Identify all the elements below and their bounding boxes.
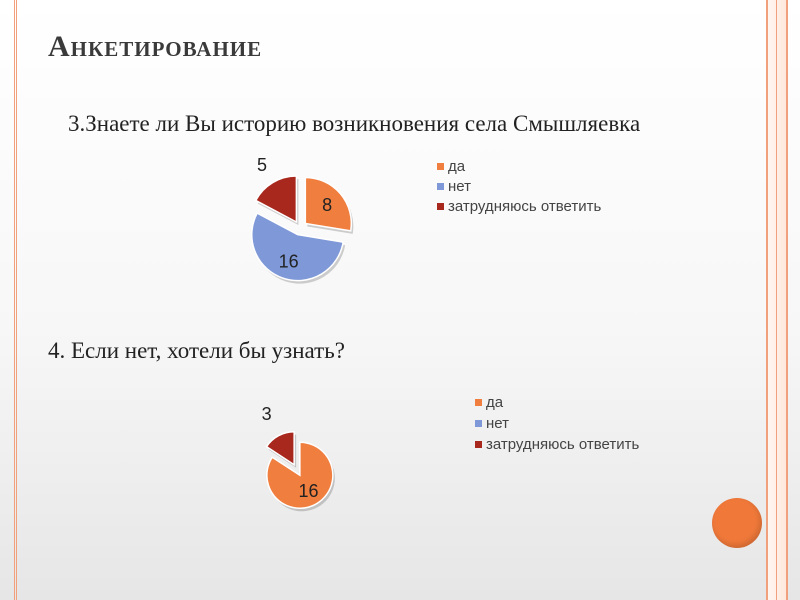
- pie2-legend-swatch-1: [475, 399, 482, 406]
- decorative-circle: [712, 498, 762, 548]
- pie2-data-label-1: 16: [298, 481, 318, 501]
- pie1-data-label-2: 16: [279, 252, 299, 272]
- question-3-title: 3.Знаете ли Вы историю возникновения сел…: [68, 111, 641, 136]
- pie1-data-label-1: 8: [322, 195, 332, 215]
- pie1-legend-swatch-1: [437, 163, 444, 170]
- pie1-slice-1: [304, 176, 353, 232]
- pie1-legend-swatch-2: [437, 183, 444, 190]
- pie2-legend-swatch-2: [475, 420, 482, 427]
- right-border: [766, 0, 788, 600]
- slide-title: Анкетирование: [48, 30, 263, 63]
- left-border: [14, 0, 17, 600]
- pie1-data-label-3: 5: [257, 155, 267, 175]
- pie1-legend-label-3: затрудняюсь ответить: [448, 198, 601, 215]
- pie2-data-label-3: 3: [262, 404, 272, 424]
- pie1-legend-label-2: нет: [448, 178, 471, 195]
- pie1-slice-3: [254, 175, 298, 224]
- pie2-legend-label-3: затрудняюсь ответить: [486, 436, 639, 453]
- pie1-legend-label-1: да: [448, 158, 466, 175]
- pie2-slice-3: [265, 430, 295, 467]
- question-4-title: 4. Если нет, хотели бы узнать?: [48, 338, 345, 363]
- pie2-slice-1: [266, 441, 334, 510]
- pie2-legend-label-2: нет: [486, 415, 509, 432]
- pie1-legend-swatch-3: [437, 203, 444, 210]
- pie2-legend-swatch-3: [475, 441, 482, 448]
- pie2-legend-label-1: да: [486, 394, 504, 411]
- pie1-slice-2: [251, 212, 345, 282]
